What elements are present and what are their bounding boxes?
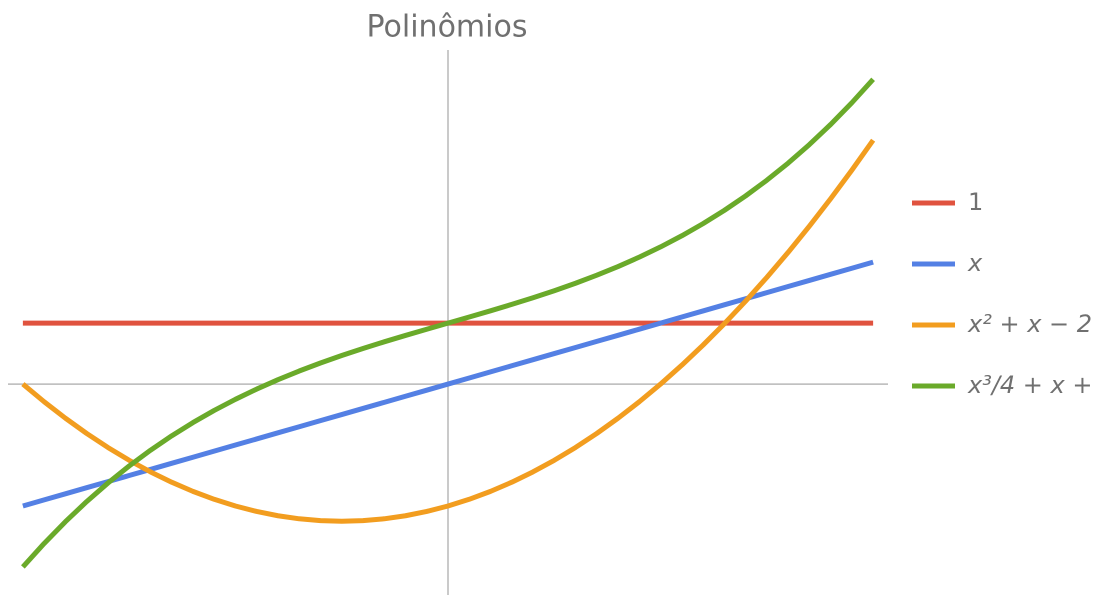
legend-label: 1 bbox=[968, 188, 983, 216]
series-line bbox=[22, 259, 874, 509]
legend-label: x² + x − 2 bbox=[967, 310, 1092, 338]
legend-label: x bbox=[967, 249, 983, 277]
chart-title: Polinômios bbox=[367, 10, 528, 45]
legend-label: x³/4 + x + 1 bbox=[967, 371, 1100, 399]
series-line bbox=[21, 138, 876, 524]
series-line bbox=[21, 77, 875, 569]
